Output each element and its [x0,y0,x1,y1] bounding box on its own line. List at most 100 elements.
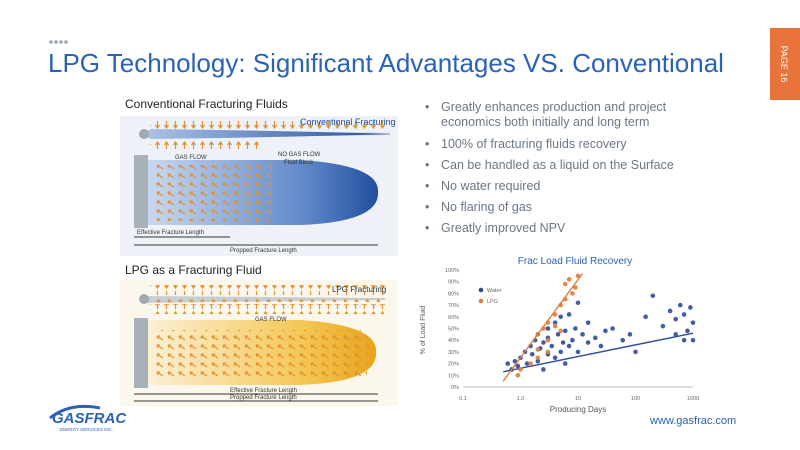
x-tick-label: 0.1 [459,396,467,402]
x-tick-label: 10 [575,396,581,402]
x-tick-label: 100 [631,396,640,402]
point [570,337,575,343]
arrows [150,304,385,314]
diagram-label: Effective Fracture Length [230,388,297,394]
point [681,312,687,317]
point [677,302,683,308]
point [580,332,585,337]
bullet-text: Greatly improved NPV [441,221,566,235]
logo-swoosh [49,404,101,420]
diagram-label: Propped Fracture Length [230,395,297,401]
legend-marker [478,298,484,304]
point [603,328,608,334]
point [518,367,523,372]
point [650,293,656,299]
diagram-label: LPG Fracturing [332,285,386,294]
y-tick-label: 10% [448,373,459,379]
point [633,349,638,355]
point [535,355,541,361]
x-tick-label: 1000 [687,396,699,402]
point [673,316,678,322]
diagram-title: LPG as a Fracturing Fluid [125,263,262,277]
point [566,277,572,282]
bullet-dot: • [425,100,430,114]
y-tick-label: 20% [448,362,459,368]
pipe-end [139,294,149,304]
point [535,358,541,364]
page-number: PAGE 16 [779,46,789,83]
chart-title: Frac Load Fluid Recovery [518,256,633,267]
arrows [152,330,367,380]
x-axis-label: Producing Days [550,405,606,414]
bullet-dot: • [425,158,430,172]
footer-url: www.gasfrac.com [649,415,736,427]
point [558,314,563,320]
point [685,328,690,334]
logo: GASFRAC [52,410,127,427]
bullet-dot: • [425,137,430,151]
bullet-text: Can be handled as a liquid on the Surfac… [441,158,674,172]
bullet-dot: • [425,200,430,214]
arrows [150,296,380,302]
point [690,320,696,325]
diagram-label: GAS FLOW [255,317,287,323]
diagram-label: Fluid Block [284,160,314,166]
bullet: • No water required [425,179,725,194]
header-dots [49,40,68,44]
bullet-dot: • [425,179,430,193]
diagram-label: GAS FLOW [175,155,207,161]
arrows [152,165,272,221]
diagram-label: Conventional Fracturing [300,117,396,127]
pipe-fluid [150,129,390,139]
point [643,314,648,320]
y-tick-label: 60% [448,315,459,321]
arrows [150,285,385,295]
point [575,300,581,306]
bullet: • Greatly improved NPV [425,221,725,236]
point [558,349,563,355]
diagram-label: NO GAS FLOW [278,152,321,158]
legend-label: Water [487,288,502,294]
point [545,337,551,343]
point [575,349,581,355]
arrows [150,141,260,151]
diagram-title: Conventional Fracturing Fluids [125,97,288,111]
point [562,361,568,366]
y-tick-label: 50% [448,327,459,333]
page-tab [770,28,800,100]
y-tick-label: 90% [448,280,459,286]
point [585,320,591,325]
point [562,281,568,287]
point [585,340,591,345]
bullet-dot: • [425,221,430,235]
point [620,337,626,343]
point [610,326,615,331]
point [673,332,678,337]
point [541,367,546,372]
trend-line [502,273,584,382]
bullet-text: 100% of fracturing fluids recovery [441,137,627,151]
point [512,358,518,364]
point [667,308,673,314]
point [570,291,575,296]
legend-marker [478,287,484,293]
bullet: • No flaring of gas [425,200,725,215]
point [598,343,604,349]
point [541,340,546,345]
point [552,323,558,329]
y-tick-label: 40% [448,338,459,344]
point [535,347,541,352]
point [529,351,535,357]
point [524,361,530,366]
legend-label: LPG [487,299,498,305]
point [558,328,563,334]
chart: 0% 10% 20% 30% 40% 50% 60% 70% 80% 90% 100% 0.1 1.0 1… [445,268,699,402]
point [573,326,578,331]
arrows [150,120,385,130]
point [552,320,558,325]
point [560,340,566,345]
bullet: • Can be handled as a liquid on the Surfa… [425,158,725,173]
wellbore [134,318,148,388]
